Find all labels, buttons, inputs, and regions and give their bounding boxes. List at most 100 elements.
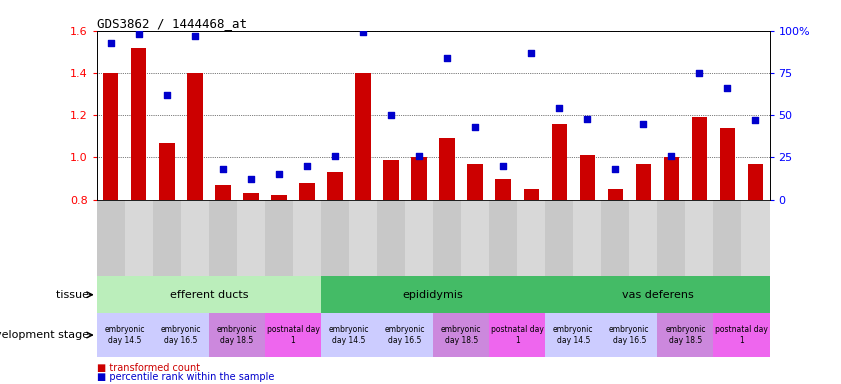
- Bar: [383, 160, 399, 200]
- Bar: [545, 276, 770, 313]
- Text: embryonic
day 16.5: embryonic day 16.5: [609, 325, 649, 345]
- Text: postnatal day
1: postnatal day 1: [267, 325, 320, 345]
- Bar: [299, 183, 315, 200]
- Point: [357, 29, 370, 35]
- Bar: [97, 313, 153, 357]
- Bar: [713, 313, 770, 357]
- Bar: [713, 200, 742, 276]
- Bar: [552, 124, 567, 200]
- Bar: [545, 200, 574, 276]
- Point: [664, 153, 678, 159]
- Text: embryonic
day 16.5: embryonic day 16.5: [161, 325, 201, 345]
- Bar: [658, 313, 713, 357]
- Bar: [159, 142, 174, 200]
- Bar: [601, 313, 658, 357]
- Point: [300, 163, 314, 169]
- Bar: [405, 200, 433, 276]
- Text: efferent ducts: efferent ducts: [170, 290, 248, 300]
- Bar: [461, 200, 489, 276]
- Point: [637, 121, 650, 127]
- Bar: [439, 138, 455, 200]
- Bar: [321, 313, 377, 357]
- Point: [580, 116, 594, 122]
- Bar: [321, 276, 545, 313]
- Text: development stage: development stage: [0, 330, 93, 340]
- Bar: [664, 157, 679, 200]
- Bar: [601, 200, 629, 276]
- Point: [132, 31, 145, 37]
- Bar: [433, 313, 489, 357]
- Bar: [327, 172, 342, 200]
- Bar: [153, 313, 209, 357]
- Point: [441, 55, 454, 61]
- Point: [328, 153, 341, 159]
- Text: postnatal day
1: postnatal day 1: [715, 325, 768, 345]
- Bar: [377, 200, 405, 276]
- Point: [693, 70, 706, 76]
- Bar: [691, 117, 707, 200]
- Bar: [209, 313, 265, 357]
- Text: epididymis: epididymis: [403, 290, 463, 300]
- Text: embryonic
day 14.5: embryonic day 14.5: [104, 325, 145, 345]
- Text: postnatal day
1: postnatal day 1: [491, 325, 543, 345]
- Bar: [209, 200, 237, 276]
- Bar: [517, 200, 545, 276]
- Bar: [293, 200, 321, 276]
- Bar: [629, 200, 658, 276]
- Text: tissue: tissue: [56, 290, 93, 300]
- Point: [216, 166, 230, 172]
- Bar: [271, 195, 287, 200]
- Point: [721, 85, 734, 91]
- Bar: [124, 200, 153, 276]
- Text: embryonic
day 18.5: embryonic day 18.5: [217, 325, 257, 345]
- Point: [412, 153, 426, 159]
- Bar: [131, 48, 146, 200]
- Text: embryonic
day 14.5: embryonic day 14.5: [329, 325, 369, 345]
- Bar: [349, 200, 377, 276]
- Text: ■ percentile rank within the sample: ■ percentile rank within the sample: [97, 372, 274, 382]
- Point: [748, 117, 762, 123]
- Text: embryonic
day 14.5: embryonic day 14.5: [553, 325, 594, 345]
- Bar: [468, 164, 483, 200]
- Text: vas deferens: vas deferens: [621, 290, 693, 300]
- Bar: [685, 200, 713, 276]
- Bar: [495, 179, 510, 200]
- Point: [609, 166, 622, 172]
- Point: [384, 112, 398, 118]
- Bar: [97, 276, 321, 313]
- Bar: [321, 200, 349, 276]
- Text: embryonic
day 18.5: embryonic day 18.5: [665, 325, 706, 345]
- Bar: [181, 200, 209, 276]
- Bar: [545, 313, 601, 357]
- Point: [244, 176, 257, 182]
- Text: embryonic
day 18.5: embryonic day 18.5: [441, 325, 481, 345]
- Bar: [97, 200, 124, 276]
- Bar: [433, 200, 461, 276]
- Point: [188, 33, 202, 39]
- Bar: [658, 200, 685, 276]
- Point: [104, 40, 118, 46]
- Point: [272, 171, 286, 177]
- Bar: [103, 73, 119, 200]
- Bar: [489, 313, 545, 357]
- Bar: [489, 200, 517, 276]
- Point: [468, 124, 482, 130]
- Bar: [523, 189, 539, 200]
- Text: GDS3862 / 1444468_at: GDS3862 / 1444468_at: [97, 17, 246, 30]
- Bar: [720, 128, 735, 200]
- Bar: [377, 313, 433, 357]
- Bar: [265, 313, 321, 357]
- Point: [160, 92, 173, 98]
- Point: [553, 105, 566, 111]
- Bar: [579, 155, 595, 200]
- Bar: [215, 185, 230, 200]
- Point: [496, 163, 510, 169]
- Bar: [607, 189, 623, 200]
- Bar: [636, 164, 651, 200]
- Bar: [187, 73, 203, 200]
- Bar: [748, 164, 763, 200]
- Bar: [243, 193, 258, 200]
- Text: embryonic
day 16.5: embryonic day 16.5: [385, 325, 426, 345]
- Bar: [237, 200, 265, 276]
- Point: [525, 50, 538, 56]
